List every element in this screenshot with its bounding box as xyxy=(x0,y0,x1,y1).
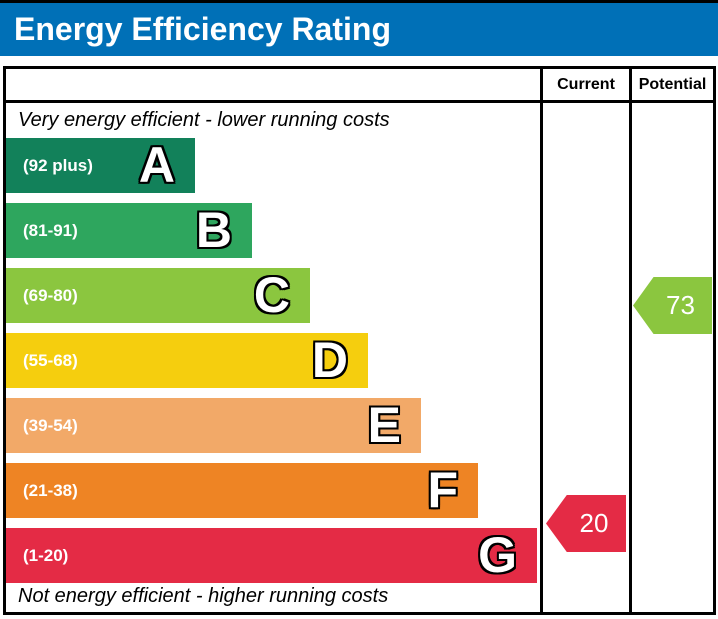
current-column-header: Current xyxy=(557,75,615,93)
band-range-label: (21-38) xyxy=(23,480,78,500)
band-letter: C xyxy=(253,267,290,323)
band-range-label: (81-91) xyxy=(23,220,78,240)
potential-column-divider xyxy=(629,66,632,615)
potential-rating-value: 73 xyxy=(666,290,695,320)
page-title: Energy Efficiency Rating xyxy=(14,11,391,47)
band-range-label: (69-80) xyxy=(23,285,78,305)
top-caption: Very energy efficient - lower running co… xyxy=(18,109,390,131)
band-row-F: (21-38) F xyxy=(6,463,478,518)
band-range-label: (1-20) xyxy=(23,545,69,565)
band-letter: F xyxy=(427,462,458,518)
header-bottom-border xyxy=(3,100,716,103)
band-row-G: (1-20) G xyxy=(6,528,537,583)
band-row-E: (39-54) E xyxy=(6,398,421,453)
title-bar: Energy Efficiency Rating xyxy=(0,3,718,56)
band-letter: D xyxy=(311,332,348,388)
top-border-line xyxy=(0,0,718,3)
band-row-B: (81-91) B xyxy=(6,203,252,258)
band-row-A: (92 plus) A xyxy=(6,138,195,193)
band-range-label: (55-68) xyxy=(23,350,78,370)
band-letter: A xyxy=(138,137,175,193)
band-letter: G xyxy=(478,527,517,583)
potential-column-header: Potential xyxy=(638,75,707,93)
current-column-divider xyxy=(540,66,543,615)
band-row-C: (69-80) C xyxy=(6,268,310,323)
band-letter: B xyxy=(195,202,232,258)
bottom-caption: Not energy efficient - higher running co… xyxy=(18,585,389,607)
band-range-label: (39-54) xyxy=(23,415,78,435)
band-range-label: (92 plus) xyxy=(23,155,93,175)
band-letter: E xyxy=(367,397,401,453)
current-rating-value: 20 xyxy=(579,508,609,538)
band-row-D: (55-68) D xyxy=(6,333,368,388)
